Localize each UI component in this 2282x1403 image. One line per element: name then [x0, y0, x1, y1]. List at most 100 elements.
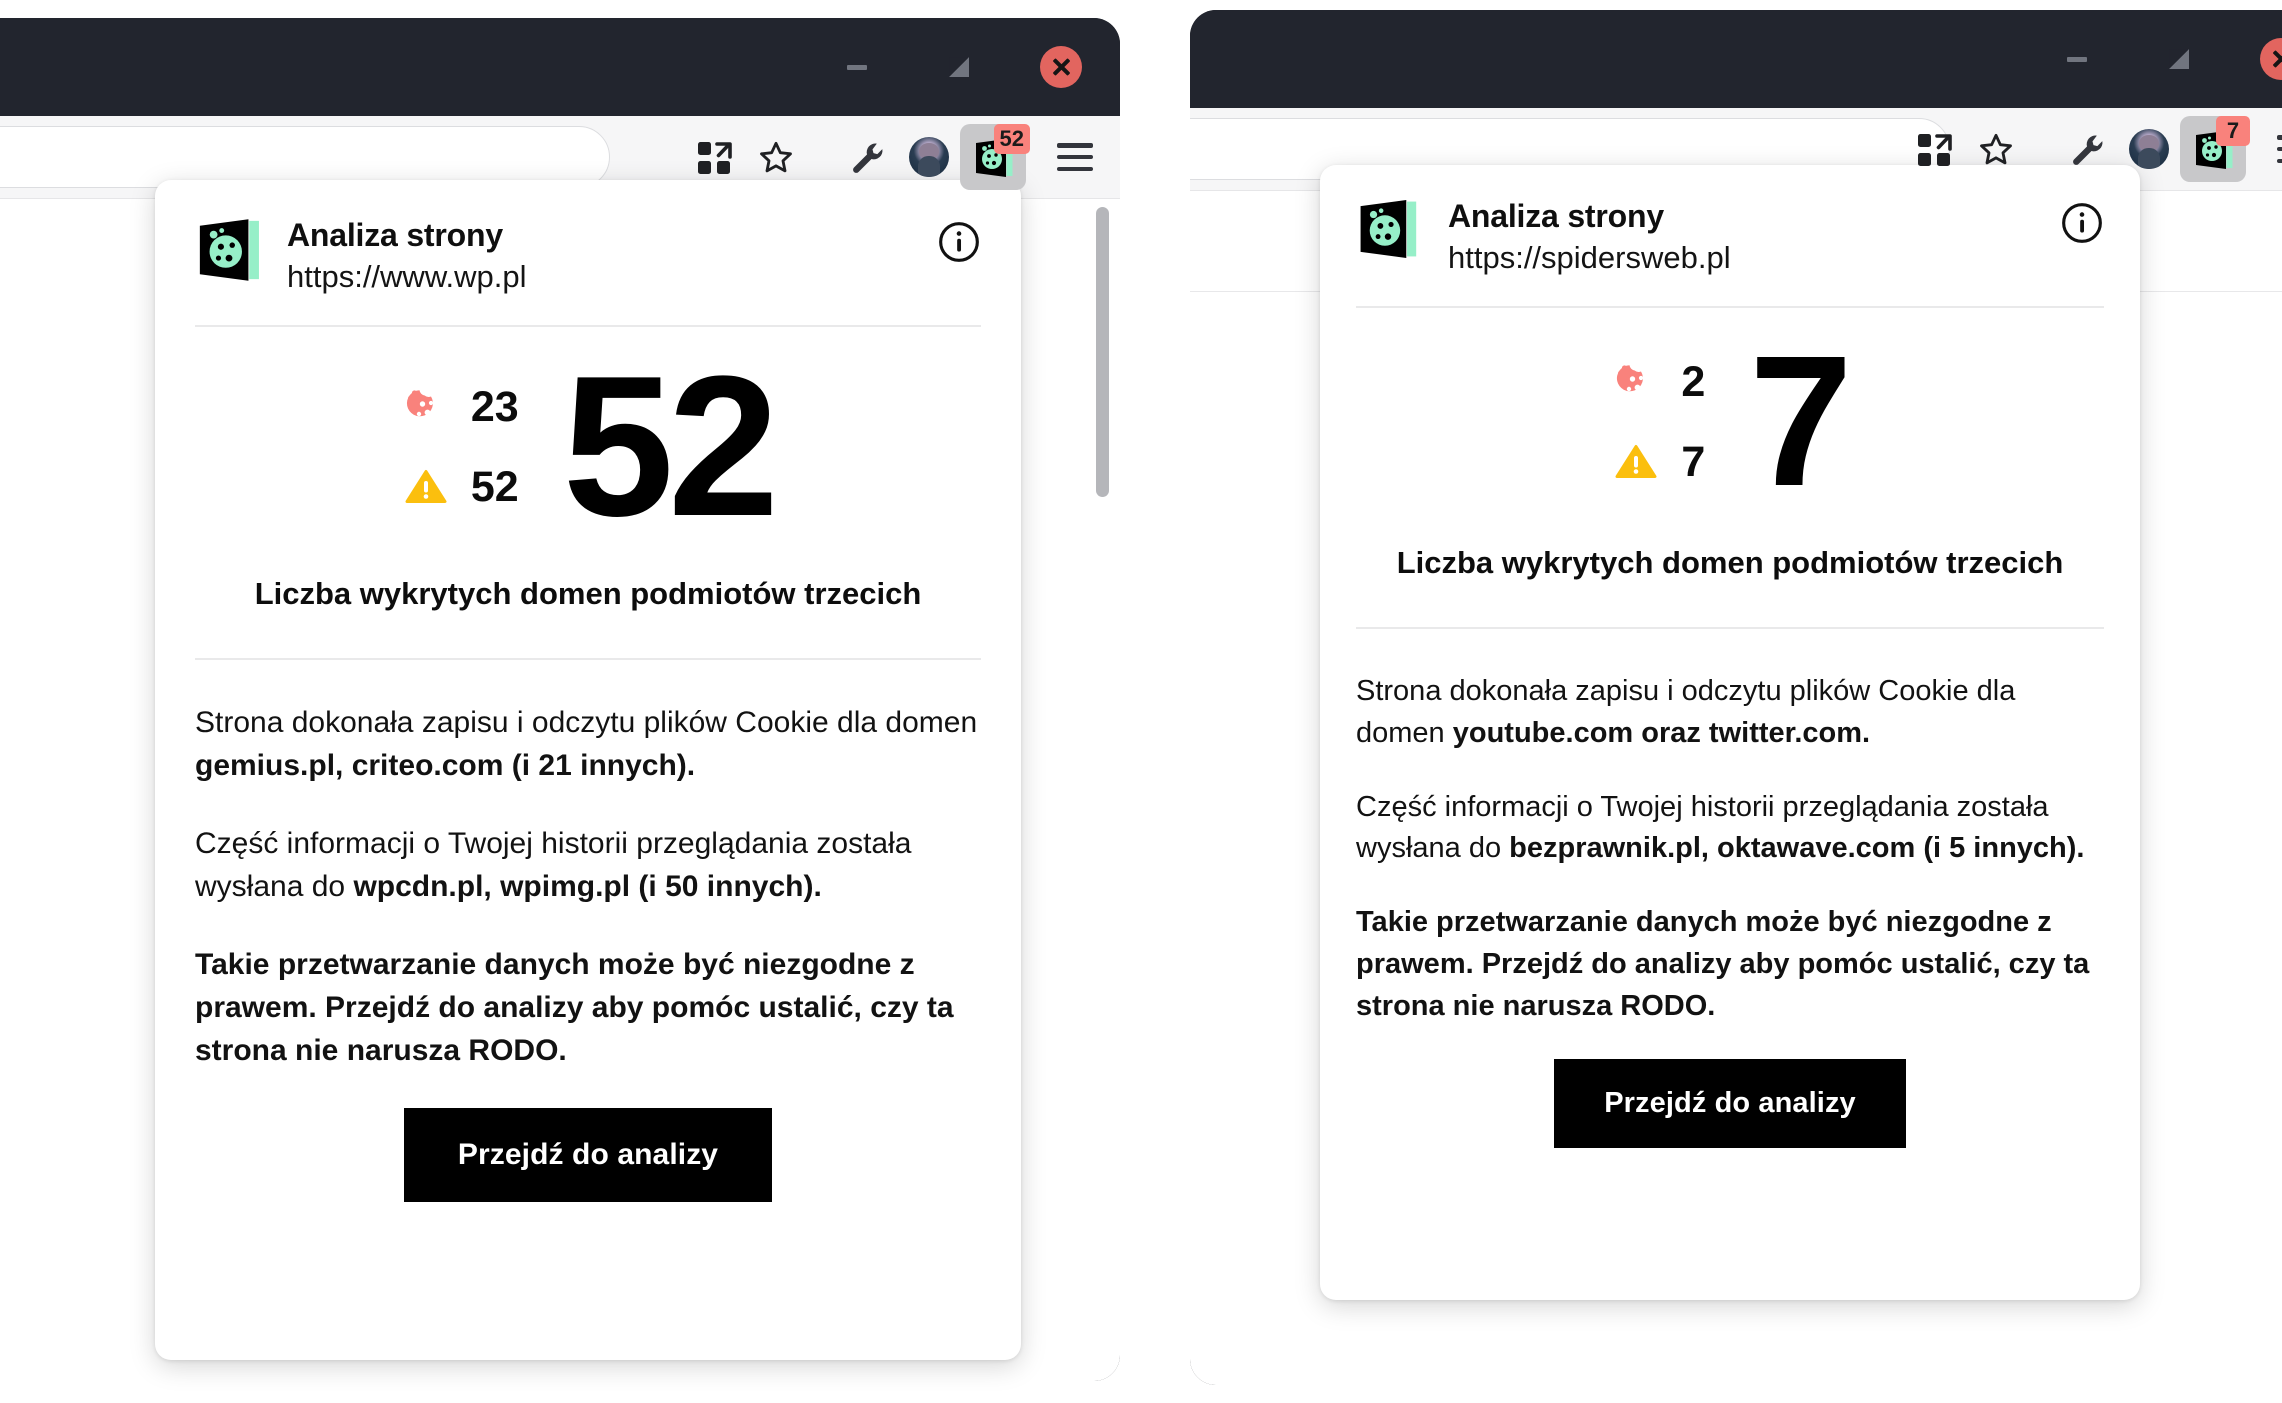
- close-button[interactable]: [1038, 44, 1084, 90]
- go-to-analysis-button[interactable]: Przejdź do analizy: [403, 1108, 773, 1203]
- popup-body-right: Strona dokonała zapisu i odczytu plików …: [1356, 671, 2104, 1027]
- maximize-icon: [2169, 49, 2189, 69]
- wrench-icon: [2068, 130, 2106, 168]
- go-to-analysis-button[interactable]: Przejdź do analizy: [1554, 1059, 1906, 1149]
- warning-count: 52: [470, 462, 519, 511]
- maximize-button[interactable]: [2156, 36, 2202, 82]
- maximize-button[interactable]: [936, 44, 982, 90]
- cookie-count: 2: [1681, 357, 1706, 406]
- popup-url: https://spidersweb.pl: [1448, 240, 1731, 276]
- summary-caption: Liczba wykrytych domen podmiotów trzecic…: [254, 576, 922, 612]
- profile-button[interactable]: [2118, 118, 2180, 180]
- maximize-icon: [949, 57, 969, 77]
- cookie-icon: [1613, 359, 1659, 405]
- wrench-icon: [848, 138, 886, 176]
- body-paragraph: Część informacji o Twojej historii przeg…: [195, 823, 981, 908]
- page-scrollbar-left[interactable]: [1094, 207, 1110, 1381]
- close-icon: [2260, 38, 2282, 80]
- warning-triangle-icon: [403, 464, 449, 510]
- minimize-button[interactable]: [834, 44, 880, 90]
- profile-button[interactable]: [898, 126, 960, 188]
- domain-list: Takie przetwarzanie danych może być niez…: [195, 948, 954, 1067]
- minimize-button[interactable]: [2054, 36, 2100, 82]
- titlebar-right: [1190, 10, 2282, 108]
- third-party-domain-count: 52: [562, 335, 779, 559]
- popup-title: Analiza strony: [1448, 198, 1664, 234]
- bookmark-button[interactable]: [1964, 118, 2026, 180]
- cookie-icon: [403, 384, 449, 430]
- cookie-logo-icon: [973, 137, 1013, 177]
- summary-divider: [1356, 627, 2104, 630]
- cookie-logo-icon: [195, 216, 263, 284]
- summary-divider: [195, 658, 981, 661]
- header-divider: [1356, 306, 2104, 309]
- body-text: Strona dokonała zapisu i odczytu plików …: [1356, 675, 2016, 749]
- cookie-extension-button[interactable]: 52: [960, 124, 1030, 190]
- extensions-grid-icon: [1916, 132, 1952, 166]
- third-party-domain-count: 7: [1749, 318, 1852, 526]
- extension-badge-count: 7: [2216, 116, 2250, 146]
- summary-row: 2 7 7: [1356, 318, 2104, 526]
- devtools-button[interactable]: [2056, 118, 2118, 180]
- cta-container: Przejdź do analizy: [1356, 1059, 2104, 1149]
- warning-triangle-icon: [1613, 439, 1659, 485]
- cookie-count: 23: [470, 382, 519, 431]
- scrollbar-thumb[interactable]: [1096, 207, 1109, 497]
- domain-list: gemius.pl, criteo.com (i 21 innych).: [195, 748, 696, 782]
- cookie-logo-icon: [1356, 197, 1424, 265]
- body-text: Część informacji o Twojej historii przeg…: [195, 827, 912, 903]
- extensions-grid-icon: [696, 140, 732, 174]
- info-icon[interactable]: [937, 220, 981, 264]
- browser-menu-button[interactable]: [1044, 126, 1106, 188]
- counter-warnings: 52: [403, 464, 519, 510]
- popup-header: Analiza strony https://spidersweb.pl: [1356, 195, 2104, 278]
- counter-list: 2 7: [1613, 359, 1705, 485]
- titlebar-left: [0, 18, 1120, 116]
- domain-list: wpcdn.pl, wpimg.pl (i 50 innych).: [353, 869, 822, 903]
- body-paragraph: Takie przetwarzanie danych może być niez…: [195, 944, 981, 1072]
- extension-popup-right: Analiza strony https://spidersweb.pl: [1320, 165, 2140, 1300]
- minimize-icon: [2067, 56, 2087, 62]
- close-button[interactable]: [2258, 36, 2282, 82]
- popup-header: Analiza strony https://www.wp.pl: [195, 214, 981, 297]
- body-paragraph: Część informacji o Twojej historii przeg…: [1356, 787, 2104, 871]
- body-paragraph: Strona dokonała zapisu i odczytu plików …: [1356, 671, 2104, 755]
- summary-caption: Liczba wykrytych domen podmiotów trzecic…: [1396, 545, 2064, 581]
- cta-container: Przejdź do analizy: [195, 1108, 981, 1203]
- avatar: [2129, 129, 2169, 169]
- body-paragraph: Takie przetwarzanie danych może być niez…: [1356, 902, 2104, 1027]
- warning-count: 7: [1681, 437, 1706, 486]
- domain-list: youtube.com oraz twitter.com.: [1452, 716, 1871, 749]
- body-text: Strona dokonała zapisu i odczytu plików …: [195, 706, 978, 740]
- counter-list: 23 52: [403, 384, 519, 510]
- extension-badge-count: 52: [993, 124, 1030, 154]
- avatar: [909, 137, 949, 177]
- info-icon[interactable]: [2060, 201, 2104, 245]
- header-divider: [195, 325, 981, 328]
- address-bar[interactable]: [0, 126, 610, 188]
- close-icon: [1040, 46, 1082, 88]
- bookmark-button[interactable]: [744, 126, 806, 188]
- counter-warnings: 7: [1613, 439, 1705, 485]
- body-text: Część informacji o Twojej historii przeg…: [1356, 790, 2049, 865]
- hamburger-menu-icon: [2277, 135, 2282, 163]
- star-icon: [1976, 130, 2014, 168]
- domain-list: Takie przetwarzanie danych może być niez…: [1356, 906, 2090, 1022]
- minimize-icon: [847, 64, 867, 70]
- popup-body-left: Strona dokonała zapisu i odczytu plików …: [195, 702, 981, 1072]
- extension-popup-left: Analiza strony https://www.wp.pl: [155, 180, 1021, 1360]
- summary-row: 23 52 52: [195, 335, 981, 559]
- devtools-button[interactable]: [836, 126, 898, 188]
- browser-menu-button[interactable]: [2264, 118, 2282, 180]
- hamburger-menu-icon: [1057, 143, 1093, 171]
- extensions-button[interactable]: [682, 126, 744, 188]
- counter-cookies: 2: [1613, 359, 1705, 405]
- body-paragraph: Strona dokonała zapisu i odczytu plików …: [195, 702, 981, 787]
- domain-list: bezprawnik.pl, oktawave.com (i 5 innych)…: [1509, 832, 2085, 865]
- popup-title-block: Analiza strony https://spidersweb.pl: [1448, 195, 2036, 278]
- popup-url: https://www.wp.pl: [287, 259, 527, 295]
- extensions-button[interactable]: [1902, 118, 1964, 180]
- cookie-extension-button[interactable]: 7: [2180, 116, 2250, 182]
- popup-title-block: Analiza strony https://www.wp.pl: [287, 214, 913, 297]
